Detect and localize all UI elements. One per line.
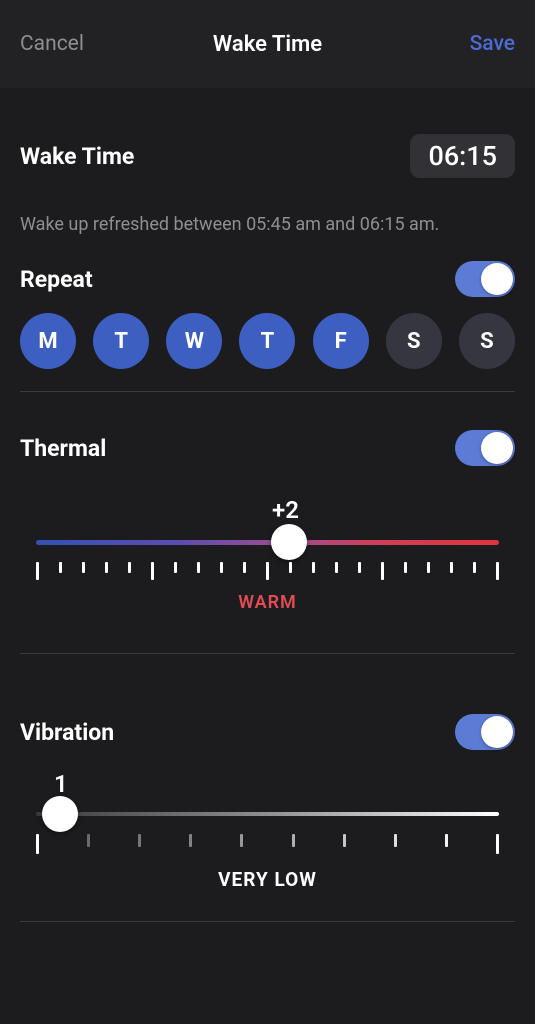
- thermal-tick: [358, 562, 361, 573]
- vibration-tick: [240, 834, 243, 847]
- thermal-tick: [243, 562, 246, 573]
- toggle-knob: [481, 263, 513, 295]
- repeat-day-2[interactable]: W: [166, 313, 222, 369]
- thermal-tick: [473, 562, 476, 573]
- vibration-tick: [445, 834, 448, 847]
- navbar: Cancel Wake Time Save: [0, 0, 535, 88]
- thermal-value: +2: [62, 496, 509, 524]
- save-button[interactable]: Save: [470, 32, 515, 56]
- repeat-day-6[interactable]: S: [459, 313, 515, 369]
- vibration-toggle[interactable]: [455, 714, 515, 750]
- vibration-tick: [138, 834, 141, 847]
- repeat-day-4[interactable]: F: [313, 313, 369, 369]
- wake-time-description: Wake up refreshed between 05:45 am and 0…: [20, 214, 515, 235]
- vibration-tick: [36, 834, 39, 854]
- thermal-tick: [289, 562, 292, 573]
- vibration-status-label: VERY LOW: [26, 868, 509, 891]
- toggle-knob: [481, 716, 513, 748]
- repeat-toggle[interactable]: [455, 261, 515, 297]
- wake-time-value[interactable]: 06:15: [410, 134, 515, 178]
- thermal-thumb[interactable]: [271, 524, 307, 560]
- vibration-value: 1: [54, 770, 509, 798]
- repeat-day-5[interactable]: S: [386, 313, 442, 369]
- thermal-tick: [151, 562, 154, 580]
- thermal-tick: [82, 562, 85, 573]
- vibration-tick: [87, 834, 90, 847]
- thermal-tick: [220, 562, 223, 573]
- thermal-tick: [36, 562, 39, 580]
- thermal-tick: [266, 562, 269, 580]
- divider: [20, 921, 515, 922]
- vibration-tick: [343, 834, 346, 847]
- repeat-label: Repeat: [20, 266, 93, 293]
- thermal-slider[interactable]: +2 WARM: [20, 496, 515, 613]
- thermal-ticks: [26, 562, 509, 582]
- vibration-slider[interactable]: 1 VERY LOW: [20, 770, 515, 891]
- divider: [20, 391, 515, 392]
- toggle-knob: [481, 432, 513, 464]
- repeat-days: MTWTFSS: [20, 313, 515, 369]
- vibration-thumb[interactable]: [42, 796, 78, 832]
- vibration-label: Vibration: [20, 719, 114, 746]
- thermal-label: Thermal: [20, 435, 106, 462]
- thermal-tick: [427, 562, 430, 573]
- vibration-track: [26, 800, 509, 828]
- thermal-tick: [59, 562, 62, 573]
- thermal-tick: [335, 562, 338, 573]
- divider: [20, 653, 515, 654]
- thermal-track: [26, 528, 509, 556]
- thermal-tick: [450, 562, 453, 573]
- page-title: Wake Time: [213, 32, 322, 57]
- wake-time-label: Wake Time: [20, 143, 134, 170]
- repeat-row: Repeat: [20, 261, 515, 297]
- thermal-tick: [128, 562, 131, 573]
- thermal-row: Thermal: [20, 430, 515, 466]
- thermal-tick: [496, 562, 499, 580]
- thermal-status-label: WARM: [26, 592, 509, 613]
- thermal-tick: [174, 562, 177, 573]
- thermal-tick: [381, 562, 384, 580]
- repeat-day-0[interactable]: M: [20, 313, 76, 369]
- thermal-tick: [105, 562, 108, 573]
- wake-time-row: Wake Time 06:15: [20, 134, 515, 178]
- repeat-day-1[interactable]: T: [93, 313, 149, 369]
- vibration-tick: [292, 834, 295, 847]
- vibration-tick: [496, 834, 499, 854]
- thermal-toggle[interactable]: [455, 430, 515, 466]
- thermal-tick: [312, 562, 315, 573]
- vibration-row: Vibration: [20, 714, 515, 750]
- vibration-ticks: [26, 834, 509, 856]
- cancel-button[interactable]: Cancel: [20, 32, 84, 56]
- vibration-tick: [394, 834, 397, 847]
- repeat-day-3[interactable]: T: [239, 313, 295, 369]
- vibration-tick: [189, 834, 192, 847]
- thermal-tick: [404, 562, 407, 573]
- thermal-bar: [36, 540, 499, 545]
- vibration-bar: [36, 812, 499, 816]
- thermal-tick: [197, 562, 200, 573]
